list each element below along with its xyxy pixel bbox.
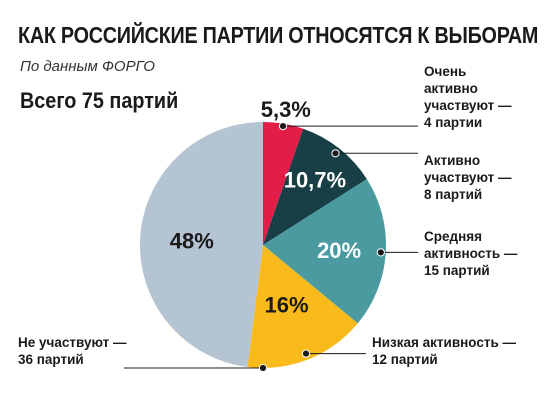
callout-line-text: 12 партий: [372, 352, 438, 367]
callout-dot-3: [376, 248, 385, 257]
callout-dot-1: [278, 122, 288, 131]
callout-line-text: Очень: [424, 64, 467, 79]
callout-label-1: Очень активно участвуют — 4 партии: [424, 63, 512, 131]
pie-slice-3: [263, 179, 386, 324]
callout-line-text: 36 партий: [18, 352, 84, 367]
callout-label-3: Средняя активность — 15 партий: [424, 228, 517, 279]
total-parties: Всего 75 партий: [20, 88, 179, 113]
callout-line-text: участвуют —: [424, 170, 512, 185]
slice-value-label-2: 10,7%: [284, 167, 346, 192]
callout-label-5: Не участвуют — 36 партий: [18, 334, 127, 368]
callout-line-text: Низкая активность —: [372, 335, 517, 350]
callout-dot-2: [331, 149, 340, 158]
chart-source: По данным ФОРГО: [20, 58, 155, 75]
callout-line-text: Активно: [424, 153, 481, 168]
callout-dot-5: [258, 363, 268, 373]
slice-value-label-4: 16%: [264, 293, 308, 318]
callout-line-text: 8 партий: [424, 187, 483, 202]
callout-line-text: активно: [424, 81, 478, 96]
callout-line-text: 4 партии: [424, 115, 483, 130]
callout-line-text: участвуют —: [424, 98, 512, 113]
callout-line-text: Не участвуют —: [18, 335, 127, 350]
pie-slice-1: [263, 122, 304, 245]
pie-slice-4: [247, 245, 358, 368]
pie-slice-2: [263, 128, 367, 245]
pie-slice-5: [139, 122, 263, 368]
chart-title: КАК РОССИЙСКИЕ ПАРТИИ ОТНОСЯТСЯ К ВЫБОРА…: [18, 22, 539, 48]
callout-label-4: Низкая активность — 12 партий: [372, 334, 516, 368]
slice-value-label-3: 20%: [317, 238, 361, 263]
callout-label-2: Активно участвуют — 8 партий: [424, 152, 512, 203]
callout-line-text: 15 партий: [424, 263, 490, 278]
callout-line-text: активность —: [424, 246, 518, 261]
slice-value-label-5: 48%: [170, 229, 214, 254]
callout-line-text: Средняя: [424, 229, 482, 244]
callout-dot-4: [301, 349, 311, 358]
slice-value-label-1: 5,3%: [261, 97, 311, 122]
